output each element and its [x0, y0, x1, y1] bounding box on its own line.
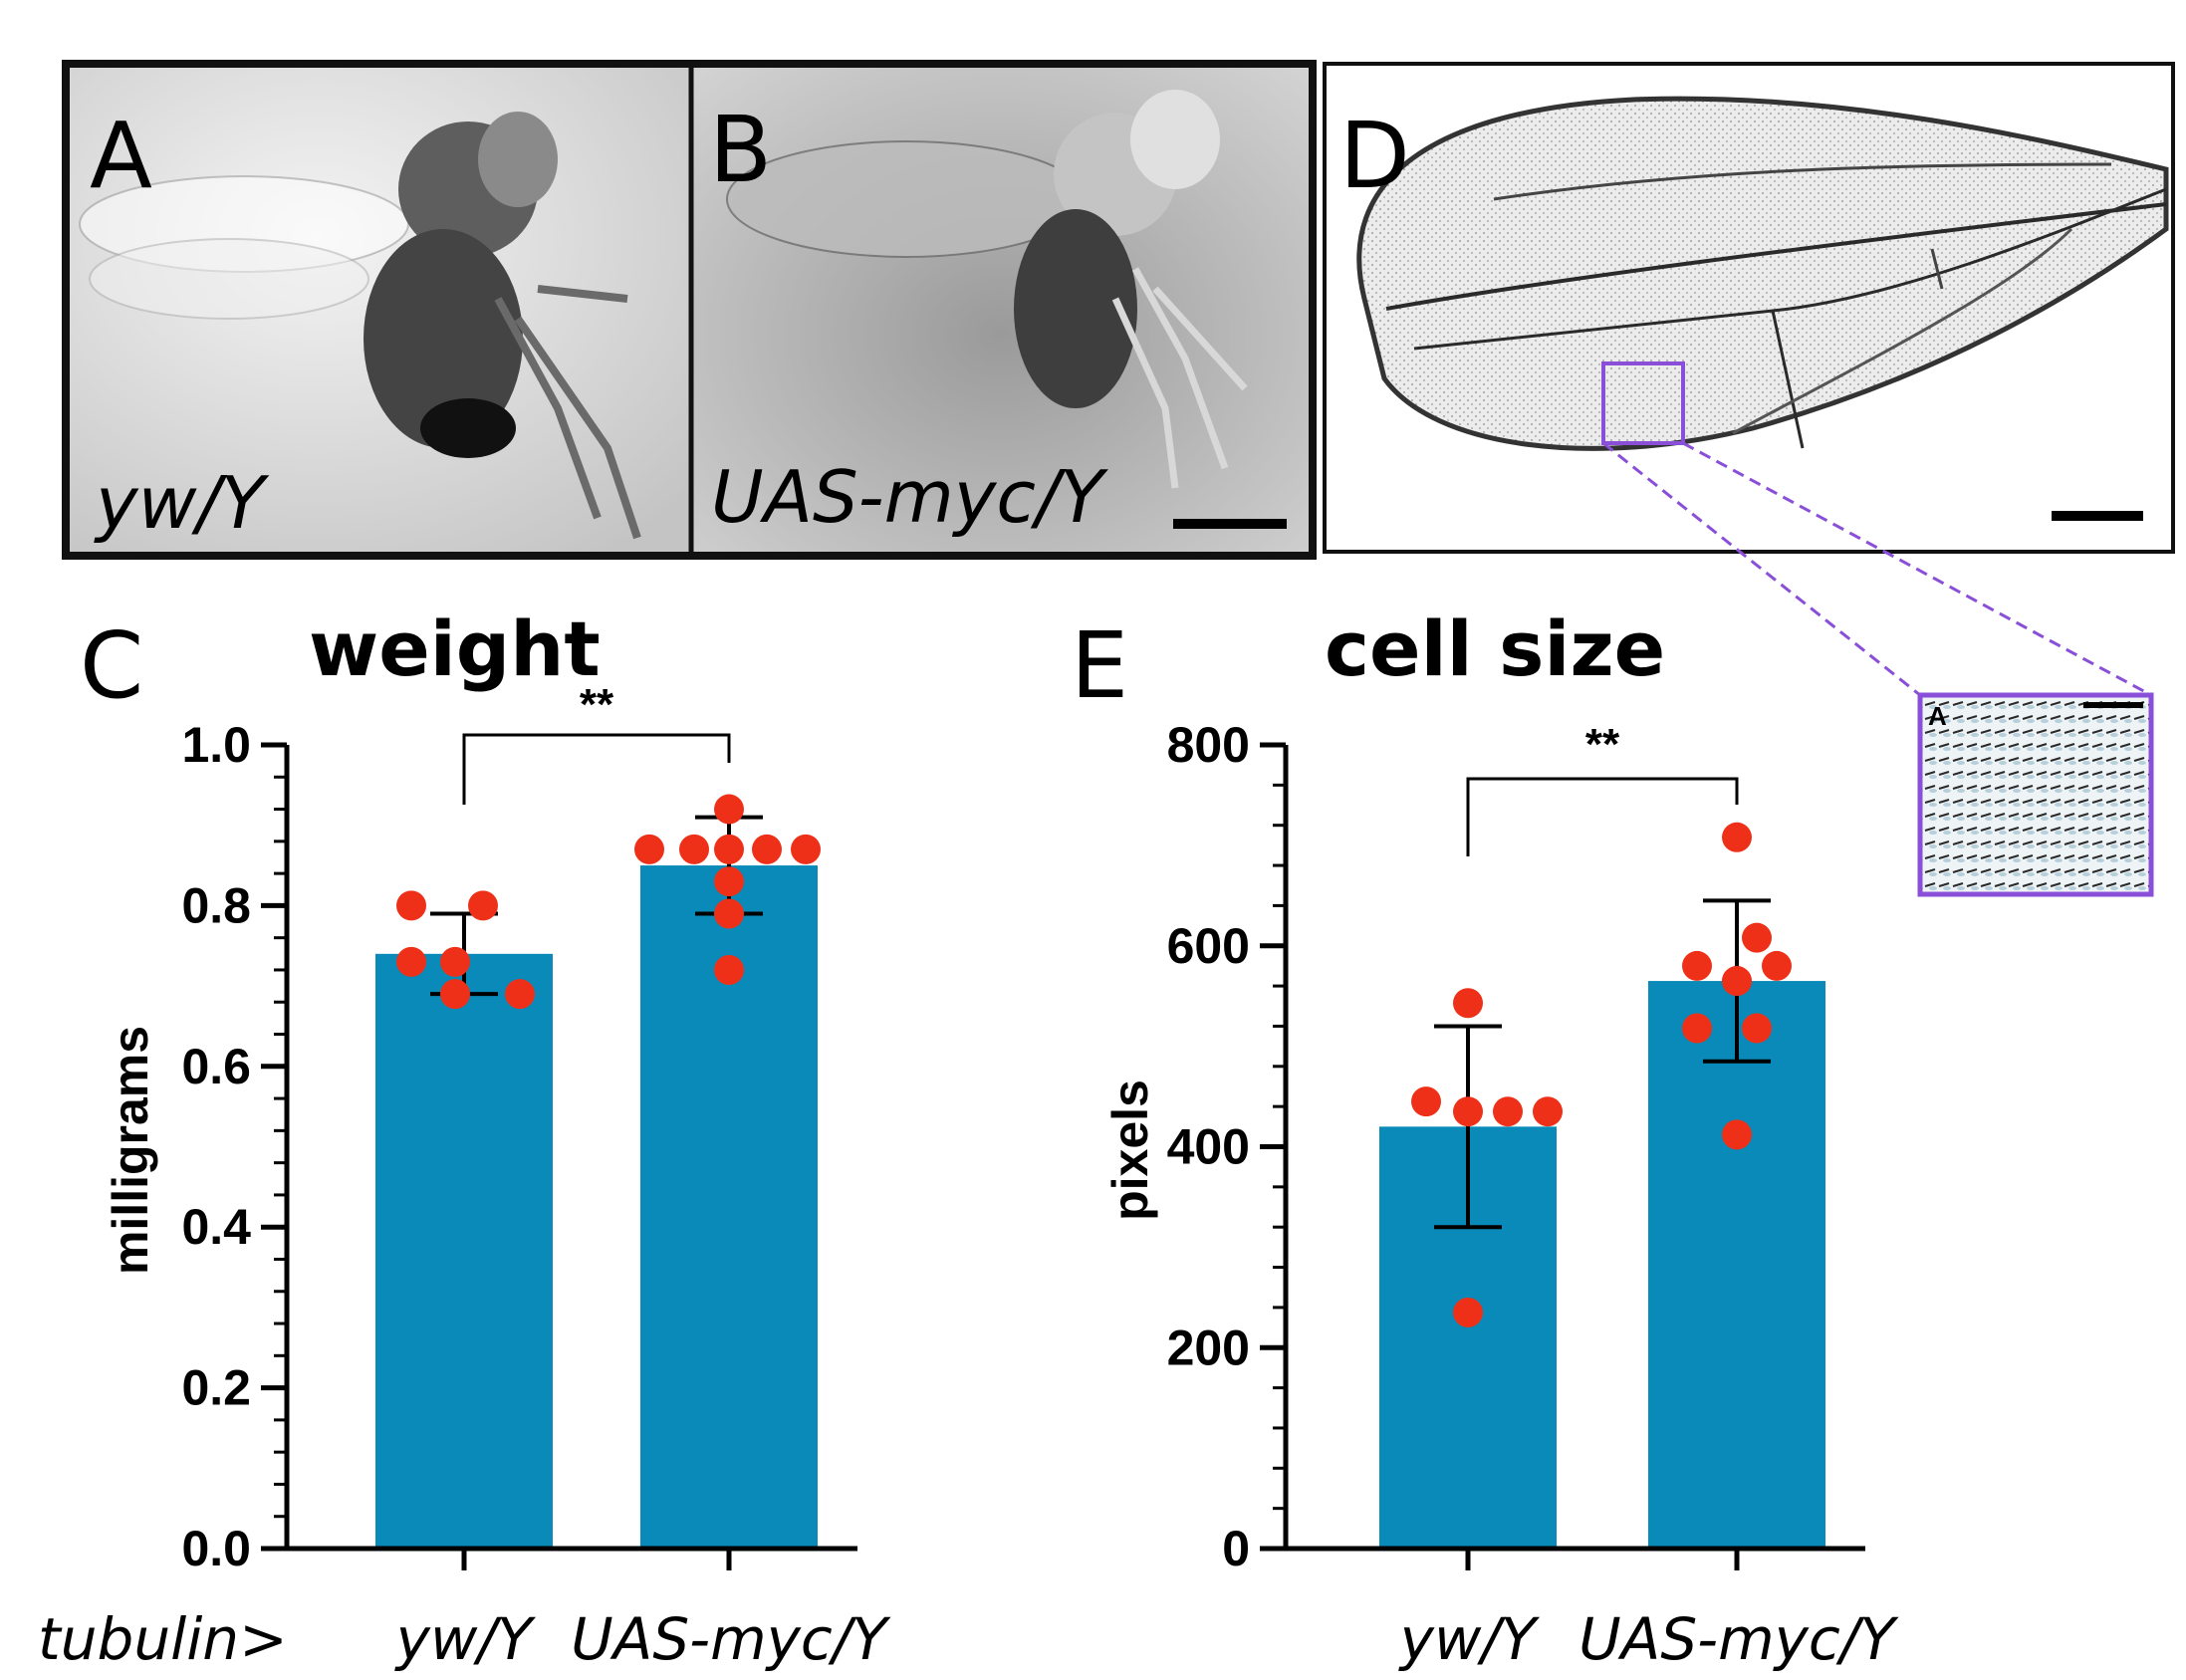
y-tick-label: 1.0	[181, 717, 251, 773]
data-point	[1762, 950, 1792, 981]
significance-bracket	[462, 733, 731, 805]
panel-c-letter: C	[80, 612, 143, 719]
bar-yw-y	[375, 953, 553, 1549]
weight-chart: C weight milligrams tubulin> 0.00.20.40.…	[38, 604, 891, 1673]
x-category-label: yw/Y	[1398, 1605, 1541, 1673]
y-tick-label: 0	[1222, 1521, 1250, 1576]
significance-label: **	[1585, 720, 1620, 769]
significance-bracket	[1466, 777, 1739, 856]
data-point	[468, 890, 498, 921]
data-point	[1682, 950, 1712, 981]
data-point	[1453, 1096, 1483, 1127]
inset-letter: A	[1928, 701, 1947, 731]
panel-a-genotype-label: yw/Y	[94, 461, 270, 545]
cell-size-chart: E cell size pixels 0 200 400 600 800 yw/Y UAS-…	[1071, 604, 1899, 1673]
data-point	[396, 946, 426, 977]
panel-b-letter: B	[709, 97, 772, 203]
zoom-connector-right	[1682, 441, 2152, 697]
panel-b-genotype-label: UAS-myc/Y	[711, 455, 1108, 539]
data-point	[1722, 822, 1752, 852]
photo-panels-ab: A yw/Y B UAS-myc/Y	[62, 60, 1317, 560]
data-point	[1742, 1013, 1772, 1044]
data-point	[714, 954, 744, 985]
zoom-connector-left	[1602, 441, 1921, 697]
data-point	[505, 979, 535, 1010]
data-point	[1493, 1096, 1523, 1127]
bar-uas-myc-y	[1648, 981, 1825, 1549]
y-tick-label: 0.4	[181, 1199, 251, 1255]
fly-illustration-a	[79, 112, 641, 540]
fly-illustration-b	[726, 90, 1248, 489]
y-tick-label: 800	[1167, 717, 1250, 773]
wing-zoom-region	[1601, 361, 1685, 445]
weight-chart-title: weight	[309, 604, 601, 693]
data-point	[714, 834, 744, 864]
data-point	[396, 890, 426, 921]
panel-d-letter: D	[1339, 103, 1410, 209]
panel-a-letter: A	[90, 103, 152, 209]
y-tick-label: 400	[1167, 1119, 1250, 1175]
weight-y-axis-label: milligrams	[103, 1026, 158, 1275]
data-point	[1533, 1096, 1563, 1127]
y-tick-label: 0.8	[181, 877, 251, 933]
x-category-label: yw/Y	[394, 1605, 537, 1673]
data-point	[634, 834, 664, 864]
data-point	[1722, 1119, 1752, 1150]
data-point	[1411, 1086, 1441, 1117]
data-point	[752, 834, 782, 864]
y-tick-label: 0.2	[181, 1360, 251, 1416]
data-point	[1453, 988, 1483, 1019]
cell-size-plot-area: 0 200 400 600 800 yw/Y UAS-myc/Y **	[1167, 717, 1900, 1673]
x-category-label: UAS-myc/Y	[571, 1605, 891, 1673]
significance-label: **	[580, 680, 614, 729]
photo-panel-d: D A	[1323, 62, 2175, 897]
wing-illustration	[1356, 96, 2169, 451]
wing-hair-inset	[1917, 692, 2154, 897]
x-axis-prefix-label: tubulin>	[38, 1605, 288, 1673]
panel-e-letter: E	[1071, 612, 1128, 719]
y-tick-label: 200	[1167, 1320, 1250, 1375]
data-point	[440, 946, 470, 977]
y-tick-label: 0.0	[181, 1521, 251, 1576]
data-point	[714, 866, 744, 897]
data-point	[1742, 922, 1772, 953]
data-point	[679, 834, 709, 864]
data-point	[1682, 1013, 1712, 1044]
data-point	[1453, 1297, 1483, 1327]
data-point	[714, 794, 744, 825]
data-point	[1722, 966, 1752, 997]
x-category-label: UAS-myc/Y	[1579, 1605, 1899, 1673]
weight-plot-area: 0.0 0.2 0.4 0.6 0.8 1.0 yw/Y UAS-myc/Y **	[181, 680, 891, 1673]
y-tick-label: 600	[1167, 918, 1250, 974]
y-tick-label: 0.6	[181, 1039, 251, 1094]
data-point	[714, 898, 744, 929]
cell-size-chart-title: cell size	[1325, 604, 1665, 693]
cell-size-y-axis-label: pixels	[1102, 1080, 1158, 1221]
data-point	[440, 979, 470, 1010]
data-point	[791, 834, 821, 864]
